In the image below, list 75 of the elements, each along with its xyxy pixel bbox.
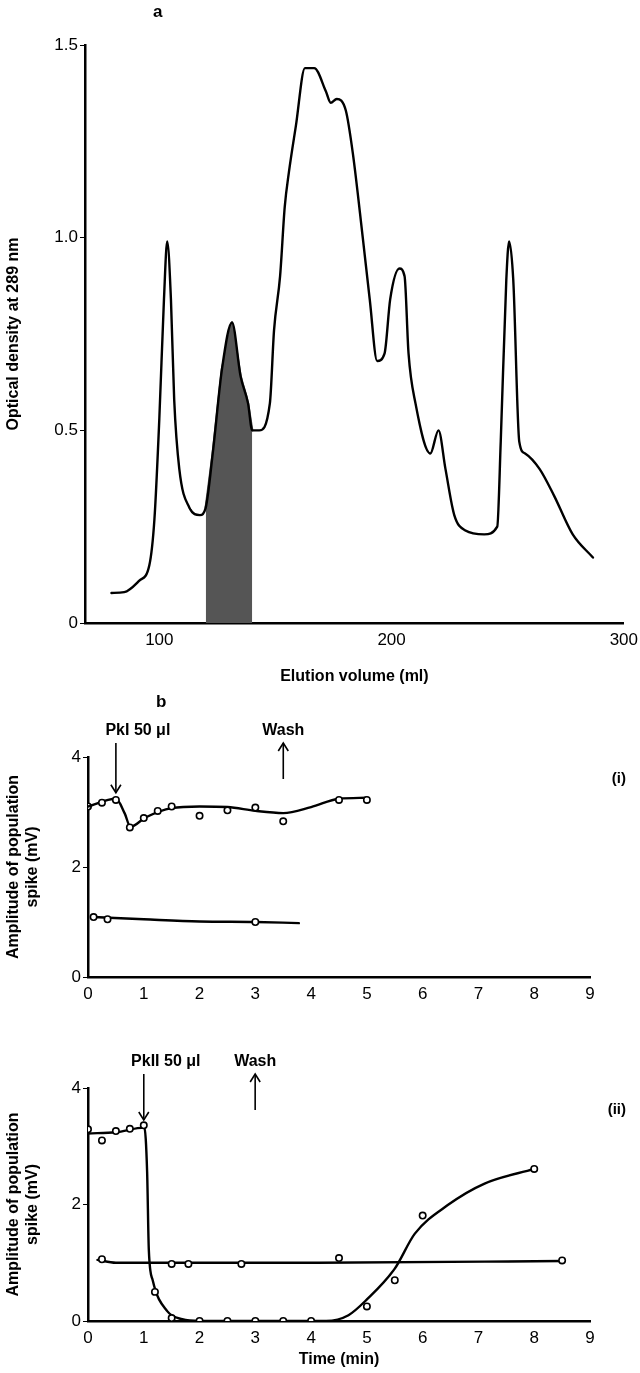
point: [558, 1256, 567, 1265]
point: [362, 1302, 371, 1311]
point: [125, 823, 134, 832]
point: [530, 1164, 539, 1173]
point: [111, 1127, 120, 1136]
point: [139, 814, 148, 823]
y-tick-label: 2: [71, 856, 81, 876]
x-tick-label: 100: [145, 629, 174, 649]
point: [184, 1259, 193, 1268]
point: [251, 803, 260, 812]
y-tick-label: 0: [71, 1310, 81, 1330]
y-axis-title: Amplitude of population spike (mV): [4, 1112, 41, 1297]
point: [237, 1259, 246, 1268]
y-tick-label: 4: [71, 746, 81, 766]
y-tick-label: 4: [71, 1077, 81, 1097]
point: [125, 1124, 134, 1133]
text: Wash: [262, 721, 305, 739]
y-axis-title: Amplitude of population spike (mV): [4, 775, 41, 959]
point: [111, 795, 120, 804]
x-tick-label: 6: [417, 983, 428, 1003]
line-series: [110, 66, 595, 595]
y-tick-label: 0.5: [54, 420, 78, 440]
point: [97, 1255, 106, 1264]
x-tick-label: 4: [306, 1327, 316, 1347]
x-tick-label: 3: [250, 1327, 261, 1347]
x-tick-label: 8: [529, 983, 539, 1003]
x-tick-label: 7: [473, 1327, 484, 1347]
y-tick-label: 2: [71, 1194, 81, 1214]
point: [153, 806, 162, 815]
point: [167, 1259, 176, 1268]
y-tick-label: 1.5: [54, 34, 78, 54]
x-tick-label: 3: [250, 983, 261, 1003]
x-tick-label: 1: [139, 1327, 149, 1347]
point: [139, 1121, 148, 1130]
chart-title: b: [156, 692, 167, 712]
point: [103, 915, 112, 924]
x-tick-label: 2: [194, 983, 205, 1003]
x-tick-label: 200: [377, 629, 406, 649]
x-tick-label: 2: [194, 1327, 205, 1347]
x-tick-label: 4: [306, 983, 316, 1003]
point: [362, 795, 371, 804]
y-tick-label: 0: [68, 612, 78, 632]
point: [390, 1276, 399, 1285]
point: [150, 1287, 159, 1296]
y-tick-label: 0: [71, 966, 81, 986]
y-axis-title: Optical density at 289 nm: [4, 237, 22, 431]
x-tick-label: 8: [529, 1327, 539, 1347]
y-tick-label: 1.0: [54, 227, 78, 247]
point: [418, 1211, 427, 1220]
x-tick-label: 9: [585, 1327, 595, 1347]
x-tick-label: 9: [585, 983, 595, 1003]
annotation: PkII 50 μl: [131, 1052, 201, 1070]
x-tick-label: 6: [417, 1327, 428, 1347]
x-tick-label: 5: [362, 983, 372, 1003]
x-tick-label: 1: [139, 983, 149, 1003]
annotation: PkI 50 μl: [105, 721, 171, 739]
chart-title: a: [153, 2, 163, 22]
point: [335, 1254, 343, 1263]
x-axis-title: Time (min): [298, 1349, 380, 1367]
x-tick-label: 7: [473, 983, 484, 1003]
text: Wash: [234, 1052, 277, 1070]
point: [167, 802, 176, 811]
text: (ii): [607, 1100, 626, 1118]
point: [167, 1314, 176, 1321]
point: [97, 798, 106, 807]
x-tick-label: 5: [362, 1327, 372, 1347]
point: [89, 913, 98, 922]
x-tick-label: 300: [609, 629, 639, 649]
text: (i): [611, 769, 626, 787]
point: [251, 918, 260, 926]
point: [279, 817, 288, 826]
point: [195, 811, 204, 820]
point: [335, 795, 343, 804]
x-axis-title: Elution volume (ml): [280, 666, 429, 684]
point: [97, 1136, 106, 1145]
